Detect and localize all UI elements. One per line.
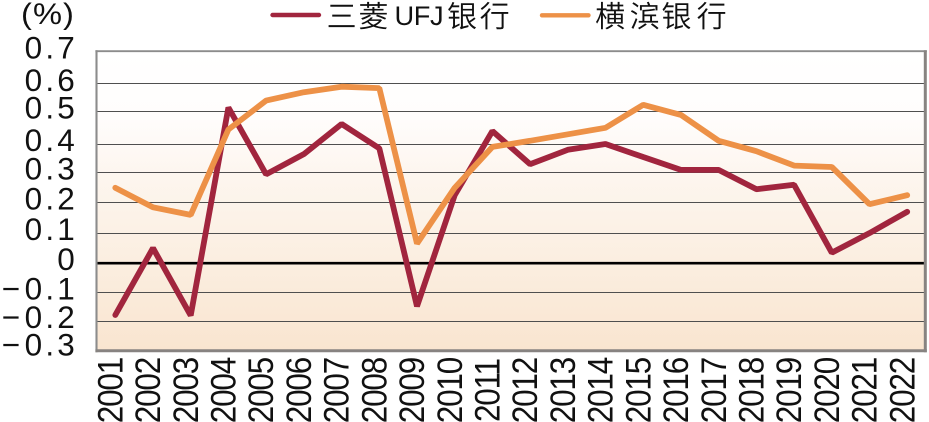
svg-text:0.2: 0.2: [25, 181, 78, 217]
svg-text:2003: 2003: [167, 357, 206, 422]
svg-text:2012: 2012: [507, 358, 546, 422]
svg-text:2021: 2021: [846, 357, 885, 422]
svg-text:0.3: 0.3: [25, 327, 78, 363]
svg-text:2009: 2009: [393, 357, 432, 422]
svg-text:2019: 2019: [771, 357, 810, 422]
svg-text:0.2: 0.2: [25, 299, 78, 335]
svg-text:2011: 2011: [469, 359, 508, 422]
svg-text:2007: 2007: [318, 358, 357, 422]
svg-text:−: −: [2, 270, 20, 306]
svg-text:2020: 2020: [808, 357, 847, 422]
svg-text:2002: 2002: [129, 358, 168, 422]
svg-text:0: 0: [57, 241, 78, 277]
svg-text:2015: 2015: [620, 357, 659, 422]
svg-text:0.1: 0.1: [25, 270, 78, 306]
svg-text:0.1: 0.1: [25, 211, 78, 247]
svg-text:2013: 2013: [544, 357, 583, 422]
svg-text:0.6: 0.6: [25, 62, 78, 98]
svg-text:2016: 2016: [657, 357, 696, 422]
svg-text:2004: 2004: [205, 357, 244, 422]
svg-text:2022: 2022: [884, 358, 923, 422]
svg-text:0.4: 0.4: [25, 122, 78, 158]
svg-text:−: −: [2, 327, 20, 363]
svg-text:0.3: 0.3: [25, 151, 78, 187]
svg-text:UFJ: UFJ: [395, 0, 444, 31]
svg-text:2008: 2008: [356, 357, 395, 422]
svg-text:2001: 2001: [92, 357, 131, 422]
svg-text:2005: 2005: [243, 357, 282, 422]
svg-text:(%): (%): [21, 0, 75, 31]
svg-text:−: −: [2, 299, 20, 335]
svg-text:2010: 2010: [431, 357, 470, 422]
svg-text:2006: 2006: [280, 357, 319, 422]
svg-text:2018: 2018: [733, 357, 772, 422]
svg-text:2014: 2014: [582, 357, 621, 422]
svg-text:2017: 2017: [695, 358, 734, 422]
svg-text:0.7: 0.7: [25, 29, 78, 65]
svg-text:0.5: 0.5: [25, 90, 78, 126]
